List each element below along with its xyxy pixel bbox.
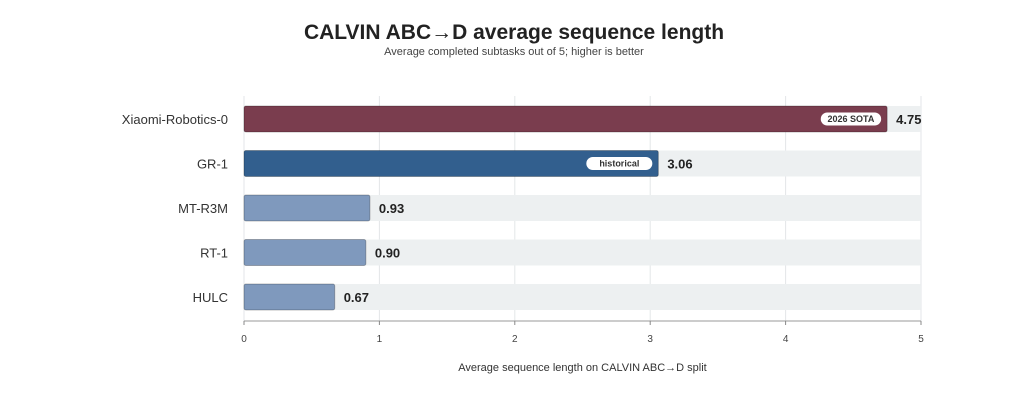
bar: [243, 283, 336, 311]
labels: Xiaomi-Robotics-0 4.75 2026 SOTA GR-1 3.06 hi…: [122, 112, 922, 305]
chart-subtitle: Average completed subtasks out of 5; hig…: [384, 46, 644, 58]
x-tick-label: 2: [512, 334, 518, 345]
category-label: Xiaomi-Robotics-0: [122, 112, 228, 127]
value-label: 0.93: [379, 201, 404, 216]
badge-label: 2026 SOTA: [828, 114, 875, 124]
category-label: RT-1: [200, 246, 228, 261]
category-label: HULC: [193, 290, 228, 305]
chart-title: CALVIN ABC→D average sequence length: [303, 21, 725, 44]
bar-track: [244, 239, 921, 266]
badge-label: historical: [599, 159, 639, 169]
x-tick-label: 3: [647, 334, 653, 345]
value-label: 0.67: [344, 290, 369, 305]
bar: [243, 105, 888, 133]
value-label: 3.06: [667, 157, 692, 172]
badge: [586, 157, 653, 170]
value-label: 4.75: [896, 112, 921, 127]
x-tick-label: 5: [918, 334, 924, 345]
x-tick-label: 0: [241, 334, 247, 345]
x-tick-label: 1: [377, 334, 383, 345]
category-label: MT-R3M: [178, 201, 228, 216]
value-label: 0.90: [375, 246, 400, 261]
bar-track: [244, 195, 921, 221]
x-axis-ticks: 0 1 2 3 4 5: [241, 321, 924, 345]
x-axis-label: Average sequence length on CALVIN ABC→D …: [458, 362, 706, 374]
bar-track: [244, 284, 921, 310]
bars: [243, 105, 888, 311]
x-tick-label: 4: [783, 334, 789, 345]
bar: [243, 150, 659, 177]
bar: [243, 239, 367, 266]
bar: [243, 194, 371, 222]
category-label: GR-1: [197, 157, 228, 172]
badge: [820, 112, 882, 126]
